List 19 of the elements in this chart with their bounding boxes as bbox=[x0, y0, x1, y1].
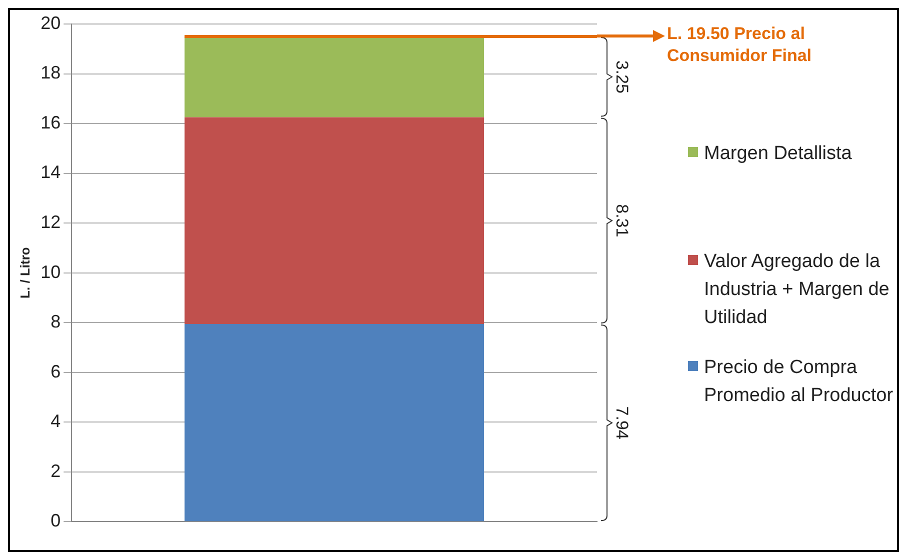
y-tick-label: 6 bbox=[50, 361, 61, 382]
y-tick-label: 4 bbox=[50, 411, 61, 432]
legend-label: Margen Detallista bbox=[704, 142, 852, 166]
y-tick-label: 0 bbox=[50, 510, 61, 531]
text: 7.94 bbox=[612, 406, 632, 440]
legend-label: Precio de Compra Promedio al Productor bbox=[704, 356, 894, 408]
y-tick-label: 12 bbox=[40, 212, 61, 232]
legend-label: Valor Agregado de la Industria + Margen de Utilidad bbox=[704, 250, 890, 330]
y-tick-label: 16 bbox=[40, 112, 61, 132]
y-axis-title: L. / Litro bbox=[17, 247, 32, 298]
y-tick-label: 14 bbox=[40, 162, 61, 182]
text: 8.31 bbox=[612, 204, 632, 238]
y-tick-label: 10 bbox=[40, 262, 61, 282]
y-tick-label: 20 bbox=[40, 12, 61, 33]
y-tick-label: 2 bbox=[50, 460, 61, 481]
y-tick-label: 8 bbox=[50, 312, 61, 332]
text: 3.25 bbox=[612, 60, 632, 94]
y-tick-label: 18 bbox=[40, 62, 61, 83]
ref-line-label: L. 19.50 Precio al Consumidor Final bbox=[667, 24, 812, 66]
